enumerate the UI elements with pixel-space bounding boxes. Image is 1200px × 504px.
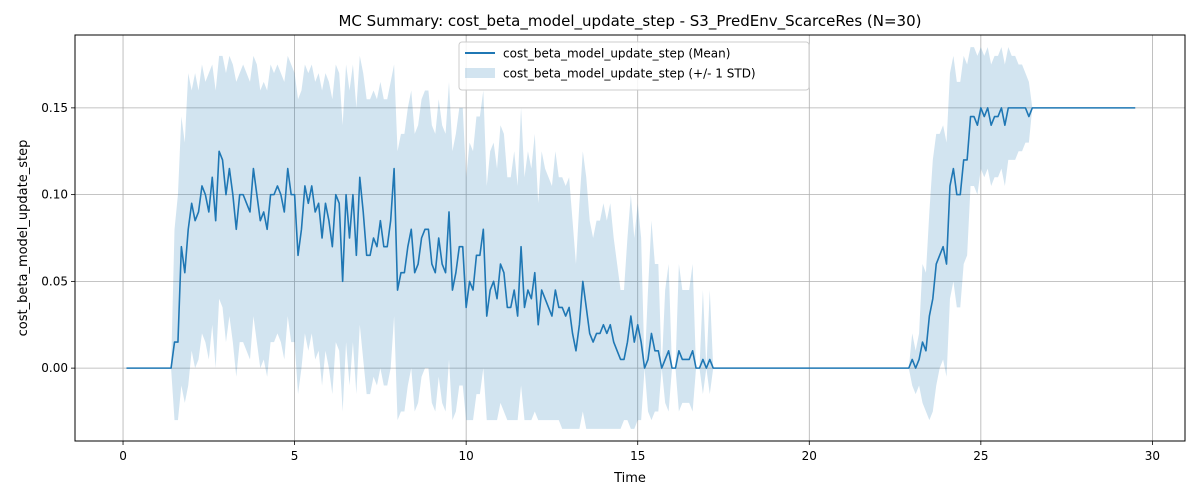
std-band-segment [908,47,1033,421]
y-tick-label: 0.05 [41,274,68,288]
y-axis-ticks: 0.00 0.05 0.10 0.15 [41,101,75,375]
x-tick-label: 15 [630,449,645,463]
legend-std-swatch [465,68,495,78]
plot-area-frame [74,34,1186,442]
x-tick-label: 5 [291,449,299,463]
x-tick-label: 10 [459,449,474,463]
y-tick-label: 0.10 [41,188,68,202]
x-tick-label: 0 [119,449,127,463]
y-tick-label: 0.00 [41,361,68,375]
std-band-layer [171,47,1033,429]
x-axis-label: Time [613,471,646,486]
legend-mean-label: cost_beta_model_update_step (Mean) [503,47,730,61]
std-band-segment [171,55,721,429]
mean-line-layer [126,107,1136,369]
legend: cost_beta_model_update_step (Mean) cost_… [458,41,810,91]
mean-series-line [126,107,1136,369]
legend-box [458,41,810,91]
x-tick-label: 25 [973,449,988,463]
grid-layer [75,35,1185,441]
x-tick-label: 30 [1145,449,1160,463]
y-axis-label: cost_beta_model_update_step [16,140,31,337]
chart-title: MC Summary: cost_beta_model_update_step … [338,12,921,31]
legend-std-label: cost_beta_model_update_step (+/- 1 STD) [503,67,756,81]
x-tick-label: 20 [802,449,817,463]
y-tick-label: 0.15 [41,101,68,115]
x-axis-ticks: 0 5 10 15 20 25 30 [119,441,1160,463]
